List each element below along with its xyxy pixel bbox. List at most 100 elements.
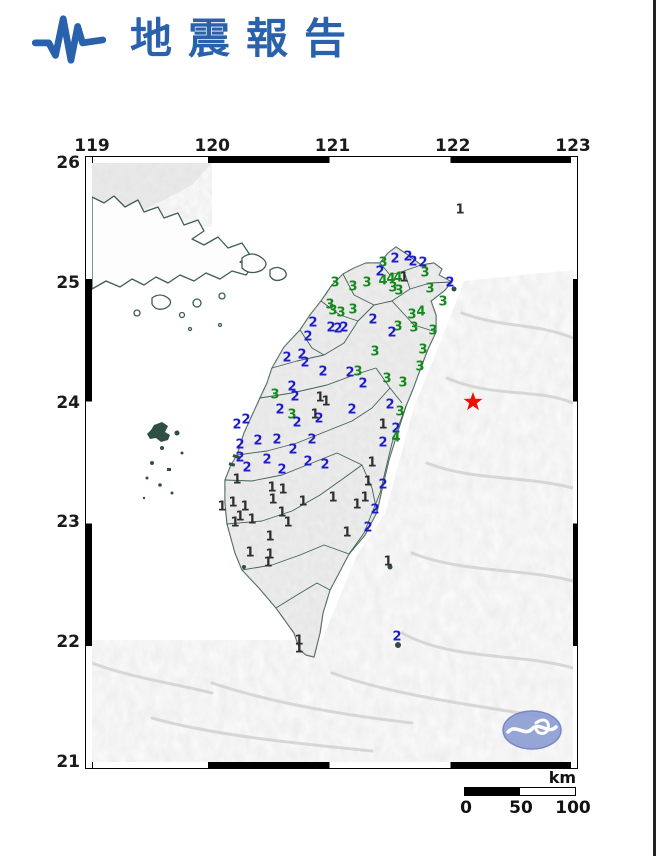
intensity-value: 3 (362, 275, 372, 291)
intensity-value: 1 (352, 497, 362, 513)
intensity-value: 2 (262, 452, 272, 468)
intensity-value: 3 (438, 294, 448, 310)
intensity-value: 1 (230, 515, 240, 531)
intensity-value: 1 (399, 270, 409, 286)
intensity-value: 1 (328, 490, 338, 506)
intensity-value: 1 (283, 515, 293, 531)
intensity-value: 2 (292, 415, 302, 431)
intensity-value: 3 (330, 275, 340, 291)
report-header: 地震報告 (32, 12, 362, 66)
intensity-value: 2 (282, 350, 292, 366)
intensity-value: 4 (393, 270, 403, 286)
intensity-value: 2 (378, 477, 388, 493)
intensity-value: 3 (378, 255, 388, 271)
lat-tick-label: 23 (56, 512, 80, 533)
intensity-value: 4 (386, 271, 396, 287)
weather-bureau-logo-icon (502, 710, 562, 750)
intensity-value: 2 (242, 460, 252, 476)
seafloor-ridge-lines (92, 311, 573, 753)
intensity-value: 1 (342, 525, 352, 541)
china-coastline (92, 195, 287, 332)
intensity-value: 3 (287, 407, 297, 423)
intensity-value: 2 (385, 397, 395, 413)
intensity-value: 2 (390, 251, 400, 267)
intensity-value: 1 (294, 641, 304, 657)
intensity-value: 2 (272, 432, 282, 448)
intensity-value: 1 (245, 545, 255, 561)
lat-tick-label: 21 (56, 752, 80, 772)
taiwan-intensity-map (92, 163, 573, 762)
intensity-value: 1 (298, 494, 308, 510)
county-boundaries (224, 262, 453, 609)
intensity-value: 1 (277, 505, 287, 521)
lon-tick-label: 119 (74, 136, 110, 156)
intensity-value: 3 (428, 323, 438, 339)
intensity-value: 2 (232, 417, 242, 433)
intensity-value: 3 (418, 342, 428, 358)
intensity-value: 1 (310, 407, 320, 423)
lon-tick-label: 122 (435, 136, 471, 156)
intensity-value: 2 (375, 264, 385, 280)
lat-tick-label: 26 (56, 153, 80, 173)
intensity-value: 2 (235, 437, 245, 453)
intensity-value: 2 (345, 365, 355, 381)
intensity-value: 2 (235, 450, 245, 466)
intensity-value: 3 (393, 319, 403, 335)
lon-tick-label: 120 (194, 136, 231, 156)
intensity-value: 2 (297, 347, 307, 363)
scale-tick-50: 50 (509, 798, 533, 818)
intensity-value: 4 (416, 304, 426, 320)
lat-tick-label: 22 (56, 632, 80, 653)
intensity-value: 2 (378, 435, 388, 451)
intensity-value: 3 (348, 302, 358, 318)
scale-unit-label: km (548, 768, 576, 787)
intensity-value: 2 (241, 412, 251, 428)
intensity-value: 1 (360, 490, 370, 506)
intensity-value: 2 (277, 462, 287, 478)
intensity-value: 3 (388, 280, 398, 296)
intensity-value: 3 (325, 297, 335, 313)
map-scale-bar (464, 787, 576, 796)
intensity-value: 2 (368, 312, 378, 328)
intensity-value: 2 (303, 454, 313, 470)
intensity-value: 2 (347, 402, 357, 418)
intensity-value: 2 (403, 249, 413, 265)
intensity-value: 2 (275, 402, 285, 418)
scale-tick-0: 0 (460, 798, 472, 818)
intensity-value: 1 (267, 480, 277, 496)
intensity-value: 2 (445, 275, 455, 291)
intensity-value: 4 (391, 430, 401, 446)
offshore-islets (228, 286, 457, 648)
intensity-value: 1 (383, 554, 393, 570)
intensity-value: 3 (420, 265, 430, 281)
intensity-value: 1 (363, 474, 373, 490)
intensity-value: 2 (288, 442, 298, 458)
intensity-value: 1 (265, 547, 275, 563)
scale-tick-100: 100 (555, 798, 591, 818)
intensity-value: 1 (232, 472, 242, 488)
intensity-value: 1 (268, 492, 278, 508)
intensity-value: 2 (318, 364, 328, 380)
intensity-value: 1 (315, 390, 325, 406)
intensity-value: 3 (409, 320, 419, 336)
intensity-value: 3 (382, 371, 392, 387)
intensity-value: 2 (387, 325, 397, 341)
intensity-value: 3 (328, 303, 338, 319)
intensity-value: 2 (363, 520, 373, 536)
intensity-value: 3 (407, 307, 417, 323)
intensity-value: 2 (290, 389, 300, 405)
intensity-value: 3 (398, 375, 408, 391)
intensity-value: 1 (378, 417, 388, 433)
lat-tick-label: 25 (56, 272, 80, 293)
intensity-value: 2 (358, 376, 368, 392)
intensity-value: 2 (314, 411, 324, 427)
intensity-value: 1 (278, 482, 288, 498)
intensity-value: 2 (253, 433, 263, 449)
intensity-value: 1 (235, 509, 245, 525)
intensity-value: 3 (353, 364, 363, 380)
intensity-value: 3 (270, 387, 280, 403)
intensity-value: 2 (300, 355, 310, 371)
intensity-value: 2 (287, 379, 297, 395)
lon-tick-label: 121 (314, 136, 351, 156)
